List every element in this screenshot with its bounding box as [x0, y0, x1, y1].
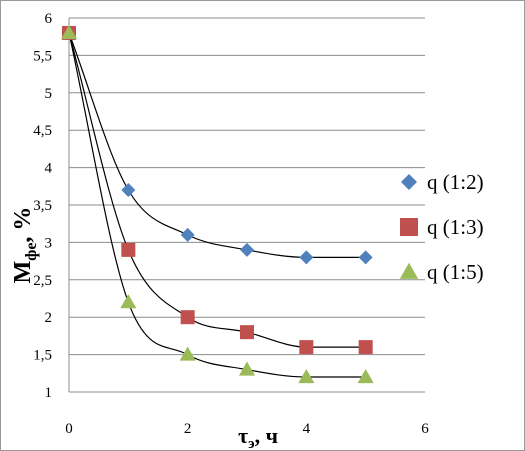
data-point-series-2 [240, 325, 254, 340]
y-tick-label: 5,5 [33, 48, 52, 64]
legend: q (1:2) q (1:3) q (1:5) [399, 170, 484, 284]
y-axis-title: Mфе, % [10, 207, 40, 284]
legend-label-2: q (1:3) [427, 215, 484, 239]
y-tick-label: 6 [45, 11, 53, 27]
data-point-series-3 [179, 346, 196, 361]
y-tick-label: 2,5 [33, 273, 52, 289]
data-point-series-1 [121, 183, 136, 198]
legend-marker-3 [399, 262, 419, 279]
y-tick-label: 4,5 [33, 123, 52, 139]
y-tick-label: 5 [45, 86, 53, 102]
grid-lines [69, 17, 425, 356]
data-point-series-1 [358, 250, 373, 265]
data-point-series-3 [357, 368, 374, 384]
legend-marker-1 [401, 174, 417, 190]
data-point-series-2 [180, 310, 195, 325]
data-point-series-1 [180, 227, 195, 242]
legend-marker-2 [400, 218, 418, 236]
data-point-series-2 [121, 242, 136, 257]
data-point-series-3 [238, 361, 256, 376]
y-tick-labels: 1 1,5 2 2,5 3 3,5 4 4,5 5 5,5 6 [33, 11, 52, 401]
x-tick-label: 2 [184, 421, 192, 437]
x-axis-title-rest: , ч [255, 423, 278, 448]
x-axis-title-sub: э [248, 436, 254, 451]
data-point-series-3 [60, 24, 78, 39]
y-tick-label: 4 [45, 161, 53, 177]
trend-curve-1 [68, 32, 366, 258]
trend-curve-2 [68, 32, 366, 348]
x-axis-title-main: τ [238, 423, 248, 448]
y-axis-title-main: M [10, 261, 36, 284]
x-axis-title: τэ, ч [238, 423, 278, 451]
data-points [60, 24, 374, 384]
legend-label-1: q (1:2) [427, 170, 484, 194]
data-point-series-1 [240, 242, 254, 257]
x-tick-label: 4 [303, 421, 311, 437]
axes [68, 18, 425, 393]
y-tick-label: 3 [45, 235, 53, 251]
y-axis-title-rest: , % [10, 207, 36, 243]
data-point-series-2 [299, 340, 314, 355]
y-tick-label: 1 [45, 385, 53, 401]
y-tick-label: 3,5 [33, 198, 52, 214]
y-tick-label: 2 [45, 310, 53, 326]
data-point-series-3 [298, 368, 315, 384]
x-tick-label: 0 [65, 421, 73, 437]
y-axis-title-sub: фе [23, 243, 40, 261]
data-point-series-3 [120, 294, 137, 309]
data-point-series-2 [358, 340, 373, 355]
x-tick-labels: 0 2 4 6 [65, 421, 429, 437]
y-tick-label: 1,5 [33, 348, 52, 364]
legend-label-3: q (1:5) [427, 260, 484, 284]
data-point-series-1 [299, 250, 314, 265]
x-tick-label: 6 [421, 421, 429, 437]
